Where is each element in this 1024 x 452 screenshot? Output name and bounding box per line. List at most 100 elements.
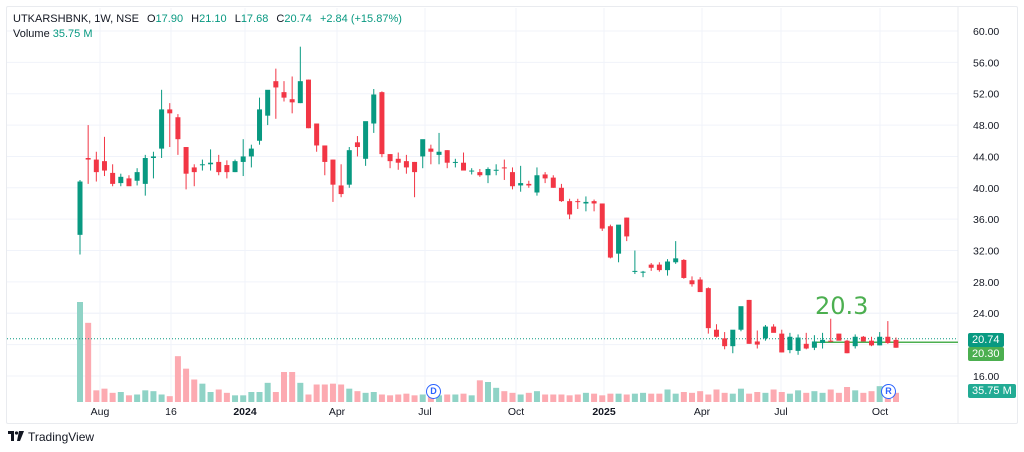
candle-body xyxy=(493,169,499,171)
candle-body xyxy=(354,142,360,148)
dividend-marker[interactable]: D xyxy=(426,384,441,399)
volume-bar xyxy=(419,394,426,402)
volume-bar xyxy=(387,395,394,402)
candle-body xyxy=(93,159,99,173)
low-key: L xyxy=(234,13,241,25)
volume-bar xyxy=(591,393,598,402)
candle-body xyxy=(289,99,295,103)
price-tick: 32.00 xyxy=(973,246,999,258)
tradingview-branding[interactable]: TradingView xyxy=(8,430,94,444)
volume-bar xyxy=(485,382,491,402)
candle-body xyxy=(379,92,385,155)
time-tick: Oct xyxy=(508,406,524,418)
candle-body xyxy=(673,258,679,263)
candle-body xyxy=(575,201,581,203)
close-value: 20.74 xyxy=(284,13,312,25)
price-annotation[interactable]: 20.3 xyxy=(815,292,869,320)
volume-bar xyxy=(125,395,132,402)
volume-bar xyxy=(436,395,443,402)
volume-bar xyxy=(329,383,336,402)
chart-legend: UTKARSHBNK, 1W, NSE O17.90 H21.10 L17.68… xyxy=(13,12,402,42)
symbol-label[interactable]: UTKARSHBNK, 1W, NSE xyxy=(13,13,139,25)
open-value: 17.90 xyxy=(155,13,184,25)
candle-body xyxy=(216,161,222,173)
volume-bar xyxy=(134,394,141,402)
candle-body xyxy=(771,326,777,333)
candle-body xyxy=(403,161,409,168)
candle-body xyxy=(534,175,540,193)
candle-body xyxy=(452,161,458,163)
candle-body xyxy=(305,79,311,129)
volume-bar xyxy=(313,384,320,402)
volume-bar xyxy=(558,394,565,402)
candle-body xyxy=(762,326,768,339)
candle-body xyxy=(828,340,834,342)
volume-bar xyxy=(705,394,712,402)
candle-body xyxy=(885,336,891,344)
volume-bar xyxy=(321,384,328,402)
volume-bar xyxy=(142,390,149,402)
candle-body xyxy=(624,217,630,237)
time-tick: Jul xyxy=(418,406,431,418)
volume-bar xyxy=(607,393,614,402)
volume-key[interactable]: Volume xyxy=(13,28,50,40)
time-tick: 2024 xyxy=(233,406,257,418)
volume-bar xyxy=(533,391,540,402)
volume-bar xyxy=(517,394,524,402)
candle-body xyxy=(722,338,728,347)
candle-body xyxy=(363,121,369,159)
volume-bar xyxy=(166,396,173,402)
volume-tag: 35.75 M xyxy=(968,384,1016,398)
volume-bar xyxy=(550,394,557,402)
volume-bar xyxy=(395,394,402,402)
candle-body xyxy=(558,187,564,202)
candle-body xyxy=(175,117,181,140)
volume-bar xyxy=(232,395,239,402)
high-value: 21.10 xyxy=(199,13,227,25)
volume-bar xyxy=(199,383,206,402)
candle-body xyxy=(820,339,826,344)
volume-bar xyxy=(305,394,312,402)
candle-body xyxy=(485,168,491,176)
candle-body xyxy=(167,109,173,114)
candle-body xyxy=(705,288,711,329)
volume-bar xyxy=(501,391,508,402)
volume-bar xyxy=(770,389,777,402)
price-tick: 36.00 xyxy=(973,214,999,226)
candle-body xyxy=(232,161,238,173)
candle-body xyxy=(85,158,91,160)
volume-bar xyxy=(85,322,92,402)
candle-body xyxy=(330,159,336,185)
volume-bar xyxy=(297,382,304,402)
volume-bar xyxy=(860,392,867,402)
open-key: O xyxy=(146,13,156,25)
candle-body xyxy=(697,279,703,293)
volume-bar xyxy=(566,395,573,402)
change-value: +2.84 (+15.87%) xyxy=(319,13,402,25)
candle-body xyxy=(550,177,556,188)
volume-bar xyxy=(362,392,369,402)
candle-body xyxy=(469,170,475,172)
volume-bar xyxy=(778,392,785,402)
candle-body xyxy=(338,185,344,195)
candle-body xyxy=(461,162,467,171)
candle-body xyxy=(836,333,842,341)
volume-bar xyxy=(77,302,83,402)
candle-body xyxy=(477,172,483,176)
candle-body xyxy=(811,341,817,348)
candle-body xyxy=(199,164,205,166)
volume-bar xyxy=(795,390,802,402)
candle-body xyxy=(444,150,450,163)
volume-bar xyxy=(672,393,679,402)
volume-bar xyxy=(370,392,377,402)
volume-bar xyxy=(525,392,532,402)
volume-bar xyxy=(207,392,214,402)
candle-body xyxy=(501,167,507,169)
volume-bar xyxy=(876,386,883,402)
volume-bar xyxy=(150,391,157,402)
candle-body xyxy=(77,181,83,235)
report-marker[interactable]: R xyxy=(881,384,896,399)
candle-body xyxy=(803,343,809,349)
volume-bar xyxy=(746,393,753,402)
